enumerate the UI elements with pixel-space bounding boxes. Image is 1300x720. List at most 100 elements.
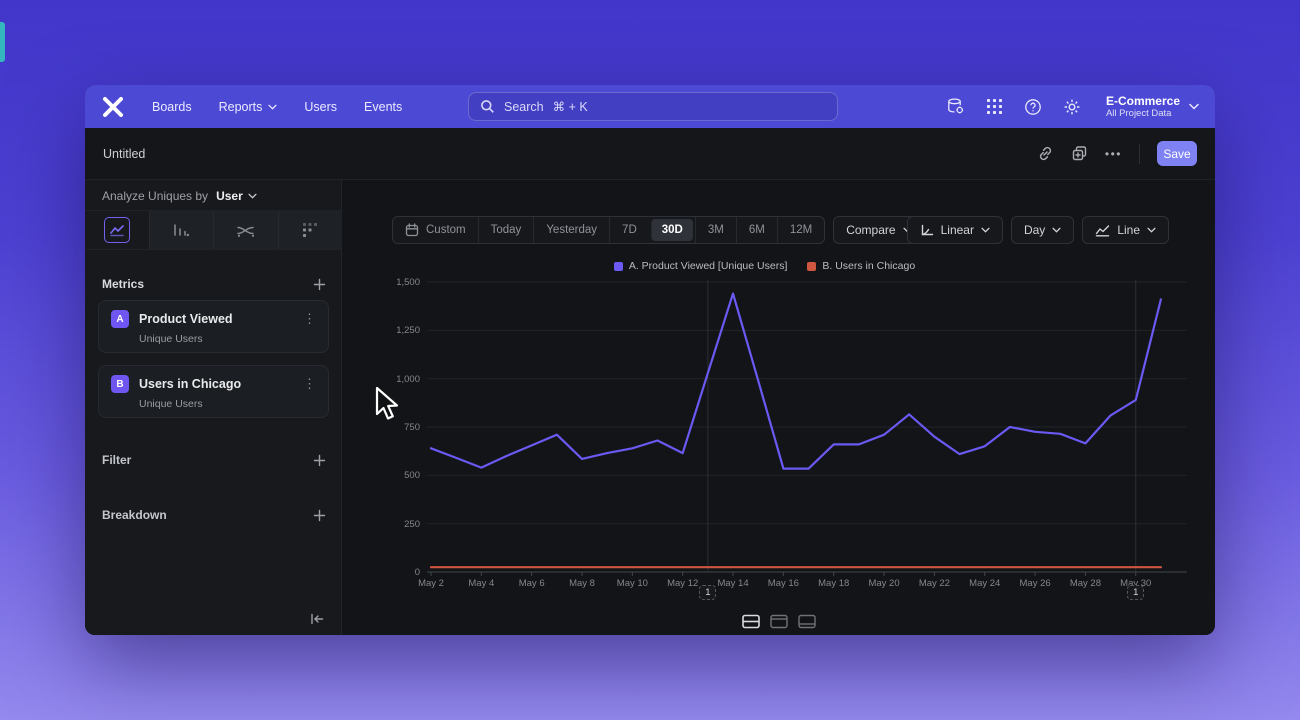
chart-style-dropdown[interactable]: Line — [1082, 216, 1169, 244]
metric-card-a[interactable]: A Product Viewed ⋮ Unique Users — [98, 300, 329, 353]
chevron-down-icon — [981, 227, 990, 233]
line-chart[interactable]: 0 250 500 750 1,000 1,250 1,500 May 2 May 4 May 6… — [342, 180, 1215, 635]
x-axis-label: May 26 — [1019, 578, 1051, 589]
display-controls: Linear Day Line — [906, 216, 1169, 244]
data-management-icon[interactable] — [946, 97, 965, 116]
top-navbar: Boards Reports Users Events Search ⌘ + K — [85, 85, 1215, 128]
range-today[interactable]: Today — [477, 217, 534, 243]
nav-item-users[interactable]: Users — [304, 100, 337, 114]
analyze-value: User — [216, 189, 243, 203]
project-selector[interactable]: E-Commerce All Project Data — [1106, 94, 1199, 119]
legend-item[interactable]: B. Users in Chicago — [807, 260, 915, 272]
range-label: Custom — [426, 224, 466, 236]
legend-series-name: B. Users in Chicago — [822, 260, 916, 272]
toolbar-divider — [1139, 143, 1140, 164]
more-menu-icon[interactable]: ••• — [1104, 146, 1122, 161]
y-axis-label: 250 — [404, 518, 420, 530]
y-axis-label: 1,250 — [396, 325, 420, 337]
split-view-icon[interactable] — [741, 614, 760, 629]
x-axis-label: May 8 — [569, 578, 595, 589]
flow-chart-tab[interactable] — [213, 211, 278, 249]
annotation-badge[interactable]: 1 — [1127, 585, 1145, 600]
range-yesterday[interactable]: Yesterday — [533, 217, 609, 243]
apps-grid-icon[interactable] — [986, 98, 1003, 115]
chart-style-label: Line — [1117, 223, 1140, 237]
chart-only-view-icon[interactable] — [769, 614, 788, 629]
bar-chart-tab[interactable] — [148, 211, 213, 249]
flow-chart-icon — [236, 223, 256, 238]
grid-chart-tab[interactable] — [277, 211, 342, 249]
annotation-badge[interactable]: 1 — [699, 585, 717, 600]
x-axis-label: May 16 — [767, 578, 799, 589]
collapse-sidebar-icon[interactable] — [310, 613, 324, 625]
duplicate-icon[interactable] — [1071, 145, 1088, 162]
scale-label: Linear — [940, 223, 974, 237]
scale-dropdown[interactable]: Linear — [906, 216, 1003, 244]
search-shortcut: ⌘ + K — [552, 100, 588, 114]
date-controls: Custom Today Yesterday 7D 30D 3M 6M 12M Compare — [392, 216, 925, 244]
nav-item-label: Events — [364, 99, 403, 114]
date-range-segmented: Custom Today Yesterday 7D 30D 3M 6M 12M — [392, 216, 826, 244]
metric-card-b[interactable]: B Users in Chicago ⋮ Unique Users — [98, 365, 329, 418]
range-label: 12M — [789, 224, 813, 236]
metric-subtitle: Unique Users — [139, 398, 203, 410]
legend-swatch — [613, 261, 623, 271]
background-accent — [0, 22, 5, 62]
range-3m[interactable]: 3M — [694, 217, 736, 243]
range-6m[interactable]: 6M — [735, 217, 777, 243]
chevron-down-icon — [248, 193, 257, 199]
metrics-label: Metrics — [102, 277, 145, 291]
y-axis-label: 1,000 — [396, 373, 420, 385]
nav-item-reports[interactable]: Reports — [219, 100, 278, 114]
x-axis-label: May 2 — [418, 578, 444, 589]
table-only-view-icon[interactable] — [797, 614, 816, 629]
kebab-menu-icon[interactable]: ⋮ — [303, 311, 316, 326]
breakdown-label: Breakdown — [102, 508, 167, 522]
x-axis-label: May 20 — [868, 578, 900, 589]
help-icon[interactable] — [1024, 98, 1042, 116]
chevron-down-icon — [1189, 103, 1199, 110]
nav-item-label: Boards — [152, 99, 192, 114]
add-breakdown-button[interactable] — [313, 509, 326, 522]
line-chart-tab[interactable] — [85, 211, 149, 249]
kebab-menu-icon[interactable]: ⋮ — [303, 376, 316, 391]
x-axis-label: May 12 — [667, 578, 699, 589]
metric-title: Product Viewed — [139, 312, 233, 326]
chevron-down-icon — [268, 104, 277, 110]
nav-item-boards[interactable]: Boards — [152, 100, 192, 114]
chevron-down-icon — [1147, 227, 1156, 233]
range-custom[interactable]: Custom — [393, 217, 478, 243]
range-label: 3M — [707, 224, 724, 236]
save-button[interactable]: Save — [1157, 141, 1197, 166]
nav-menu: Boards Reports Users Events — [152, 100, 402, 114]
analyze-by-control[interactable]: Analyze Uniques by User — [102, 189, 257, 203]
range-label: 7D — [622, 224, 637, 236]
mini-line-chart-icon — [1096, 224, 1110, 236]
legend-item[interactable]: A. Product Viewed [Unique Users] — [613, 260, 788, 272]
range-7d[interactable]: 7D — [609, 217, 649, 243]
granularity-dropdown[interactable]: Day — [1010, 216, 1075, 244]
nav-item-events[interactable]: Events — [364, 100, 402, 114]
report-title[interactable]: Untitled — [103, 146, 146, 161]
x-axis-label: May 24 — [969, 578, 1001, 589]
settings-gear-icon[interactable] — [1063, 98, 1081, 116]
range-30d[interactable]: 30D — [650, 219, 693, 241]
project-subtitle: All Project Data — [1105, 108, 1172, 119]
metric-card-row: B Users in Chicago ⋮ — [111, 375, 316, 393]
series-line-a[interactable] — [429, 292, 1163, 470]
metric-title: Users in Chicago — [139, 377, 242, 391]
range-label: Yesterday — [546, 224, 598, 236]
legend-series-name: A. Product Viewed [Unique Users] — [628, 260, 788, 272]
nav-right: E-Commerce All Project Data — [946, 94, 1199, 119]
x-axis-label: May 30 — [1120, 578, 1152, 589]
search-input[interactable]: Search ⌘ + K — [468, 92, 838, 121]
add-filter-button[interactable] — [313, 454, 326, 467]
add-metric-button[interactable] — [313, 278, 326, 291]
compare-label: Compare — [846, 223, 896, 237]
range-12m[interactable]: 12M — [776, 217, 824, 243]
app-window: Boards Reports Users Events Search ⌘ + K — [85, 85, 1215, 635]
share-link-icon[interactable] — [1037, 145, 1054, 162]
nav-item-label: Reports — [218, 99, 263, 114]
mixpanel-logo-icon[interactable] — [101, 96, 125, 118]
chart-legend: A. Product Viewed [Unique Users] B. Users… — [342, 260, 1187, 272]
